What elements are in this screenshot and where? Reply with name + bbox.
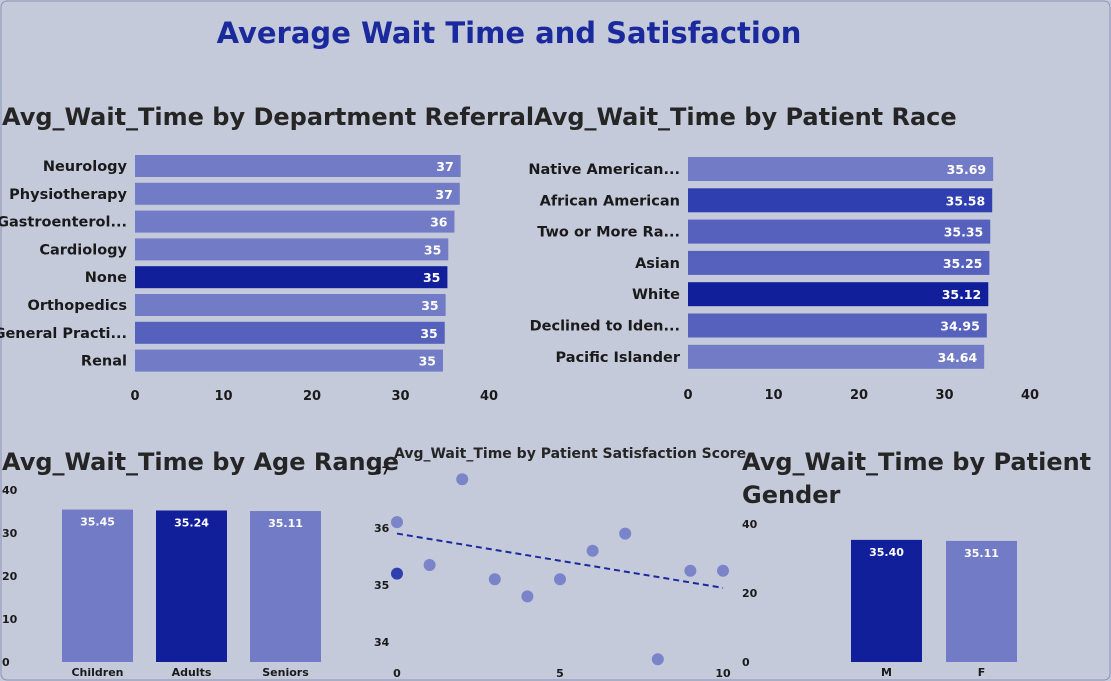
race-data-label: 35.58 [946,193,986,208]
dept-category-label: Cardiology [39,242,127,258]
sat-x-tick: 10 [715,667,731,680]
age-data-label: 35.11 [268,517,303,530]
race-category-label: Two or More Ra... [537,225,680,241]
dept-data-label: 35 [419,354,436,369]
dept-category-label: Neurology [43,159,128,175]
sat-point[interactable] [489,573,501,585]
dept-x-tick: 40 [480,389,498,404]
dept-bar[interactable] [135,155,461,177]
dept-data-label: 35 [420,326,437,341]
age-x-label: Seniors [262,666,309,679]
race-data-label: 34.95 [940,319,980,334]
sat-y-tick: 36 [374,522,390,535]
dept-data-label: 36 [430,215,448,230]
dept-bar[interactable] [135,266,447,288]
race-category-label: Declined to Iden... [530,319,680,335]
dept-data-label: 35 [423,270,440,285]
age-x-label: Children [71,666,123,679]
dept-chart-title: Avg_Wait_Time by Department Referral [2,103,534,131]
race-data-label: 35.12 [942,287,982,302]
age-x-label: Adults [172,666,212,679]
sat-point[interactable] [424,559,436,571]
dept-bar[interactable] [135,322,445,344]
dept-category-label: Gastroenterol... [0,215,127,231]
dept-data-label: 37 [435,187,452,202]
gender-x-label: F [978,666,986,679]
sat-point[interactable] [619,528,631,540]
age-bar[interactable] [62,510,133,662]
dept-x-tick: 10 [214,389,232,404]
race-category-label: Pacific Islander [556,350,681,366]
sat-chart-title: Avg_Wait_Time by Patient Satisfaction Sc… [394,446,746,462]
age-y-tick: 10 [2,613,18,626]
gender-x-label: M [881,666,892,679]
age-y-tick: 30 [2,527,18,540]
dept-category-label: General Practi... [0,326,127,342]
sat-y-tick: 34 [374,636,390,649]
sat-point[interactable] [391,516,403,528]
age-data-label: 35.45 [80,516,115,529]
gender-chart-title: Gender [742,481,841,509]
race-x-tick: 0 [683,388,692,403]
race-data-label: 34.64 [938,350,978,365]
sat-x-tick: 5 [556,667,564,680]
age-y-tick: 0 [2,656,10,669]
gender-data-label: 35.11 [964,547,999,560]
gender-y-tick: 0 [742,656,750,669]
dept-bar[interactable] [135,238,448,260]
sat-point[interactable] [554,573,566,585]
age-bar[interactable] [156,510,227,662]
sat-point[interactable] [652,653,664,665]
gender-data-label: 35.40 [869,546,904,559]
race-category-label: Asian [635,256,680,272]
sat-y-tick: 37 [374,465,389,478]
dept-x-tick: 30 [391,389,409,404]
dept-category-label: Orthopedics [28,298,127,314]
sat-point[interactable] [521,590,533,602]
race-data-label: 35.25 [943,256,983,271]
dept-bar[interactable] [135,183,460,205]
race-x-tick: 10 [764,388,782,403]
age-data-label: 35.24 [174,516,209,529]
race-category-label: African American [540,193,680,209]
dept-category-label: None [85,270,127,286]
sat-point[interactable] [587,545,599,557]
race-category-label: White [632,287,680,303]
dept-data-label: 35 [424,242,441,257]
sat-point[interactable] [456,473,468,485]
dept-x-tick: 0 [130,389,139,404]
dashboard-title: Average Wait Time and Satisfaction [217,16,802,50]
sat-x-tick: 0 [393,667,401,680]
gender-y-tick: 20 [742,587,758,600]
race-data-label: 35.69 [947,162,987,177]
dept-bar[interactable] [135,211,454,233]
age-y-tick: 20 [2,570,18,583]
dept-category-label: Physiotherapy [9,187,127,203]
race-x-tick: 40 [1021,388,1039,403]
race-x-tick: 20 [850,388,868,403]
sat-point[interactable] [684,565,696,577]
dept-bar[interactable] [135,294,446,316]
dept-category-label: Renal [81,354,127,370]
gender-y-tick: 40 [742,518,758,531]
gender-chart-title: Avg_Wait_Time by Patient [742,448,1091,476]
sat-y-tick: 35 [374,579,389,592]
age-chart-title: Avg_Wait_Time by Age Range [2,448,399,476]
dept-bar[interactable] [135,350,443,372]
race-chart-title: Avg_Wait_Time by Patient Race [534,103,957,131]
age-bar[interactable] [250,511,321,662]
race-category-label: Native American... [528,162,680,178]
sat-point[interactable] [391,568,403,580]
race-x-tick: 30 [935,388,953,403]
dept-data-label: 35 [421,298,438,313]
race-data-label: 35.35 [944,225,984,240]
age-y-tick: 40 [2,484,18,497]
dept-x-tick: 20 [303,389,321,404]
dept-data-label: 37 [436,159,453,174]
sat-point[interactable] [717,565,729,577]
